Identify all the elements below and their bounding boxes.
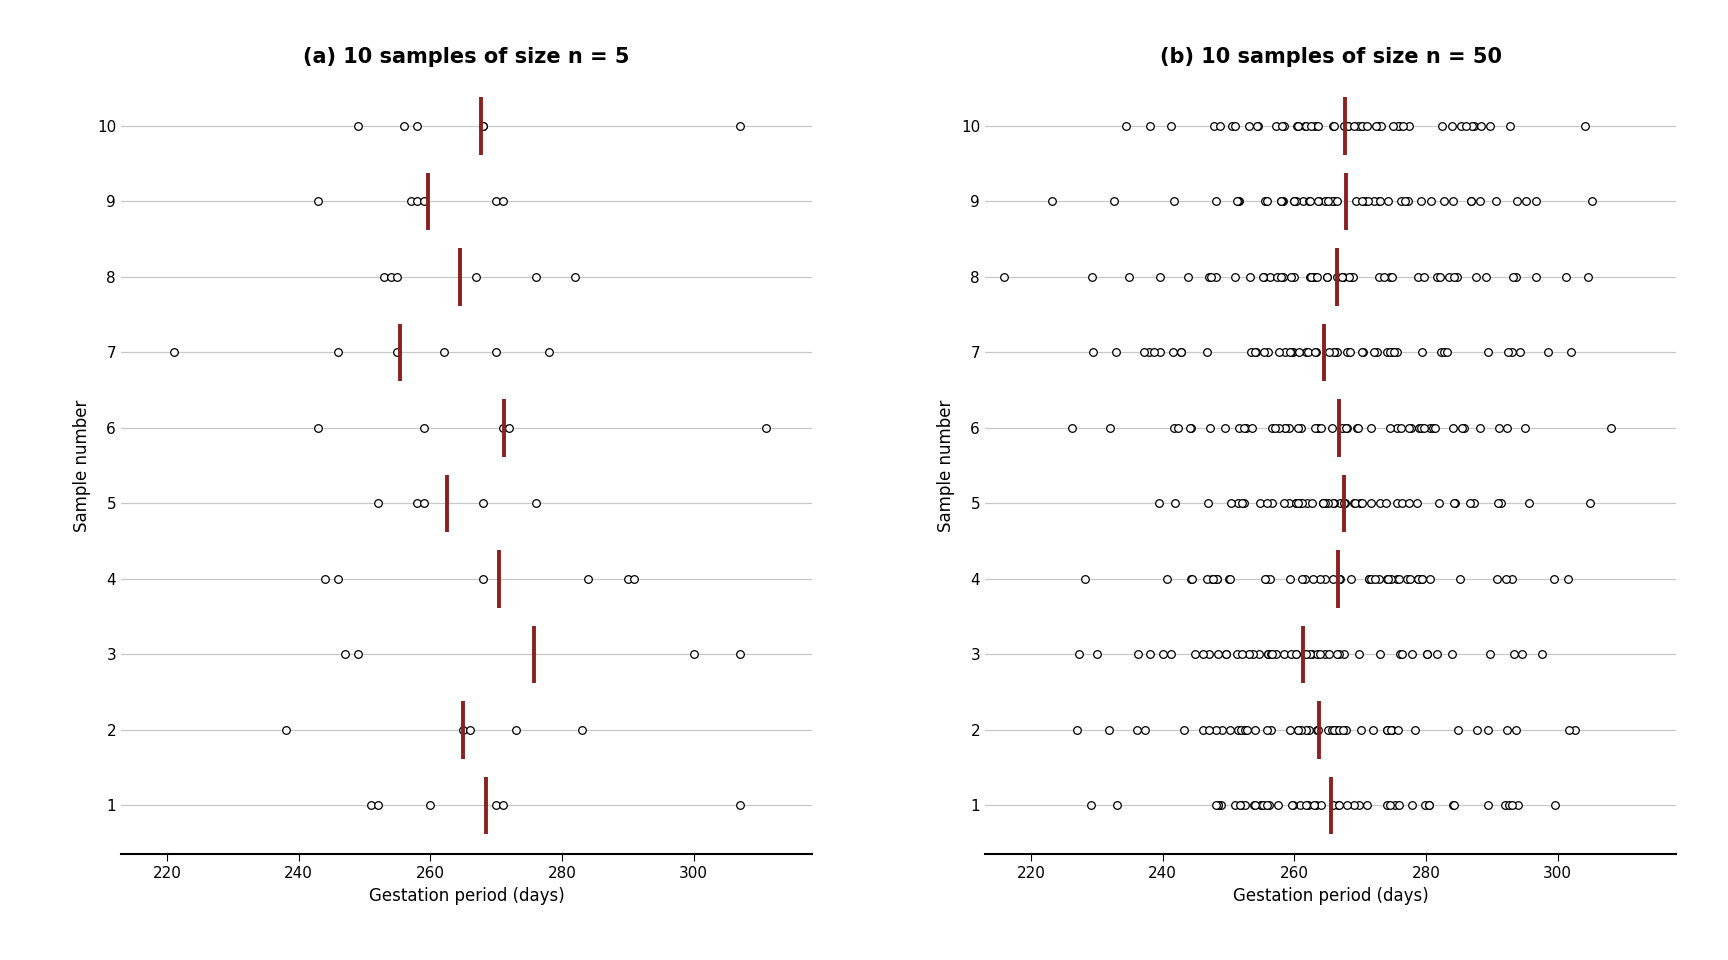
X-axis label: Gestation period (days): Gestation period (days) xyxy=(1232,887,1429,904)
Y-axis label: Sample number: Sample number xyxy=(73,399,92,532)
Title: (a) 10 samples of size n = 5: (a) 10 samples of size n = 5 xyxy=(304,47,629,67)
Y-axis label: Sample number: Sample number xyxy=(937,399,956,532)
Title: (b) 10 samples of size n = 50: (b) 10 samples of size n = 50 xyxy=(1159,47,1502,67)
X-axis label: Gestation period (days): Gestation period (days) xyxy=(368,887,565,904)
